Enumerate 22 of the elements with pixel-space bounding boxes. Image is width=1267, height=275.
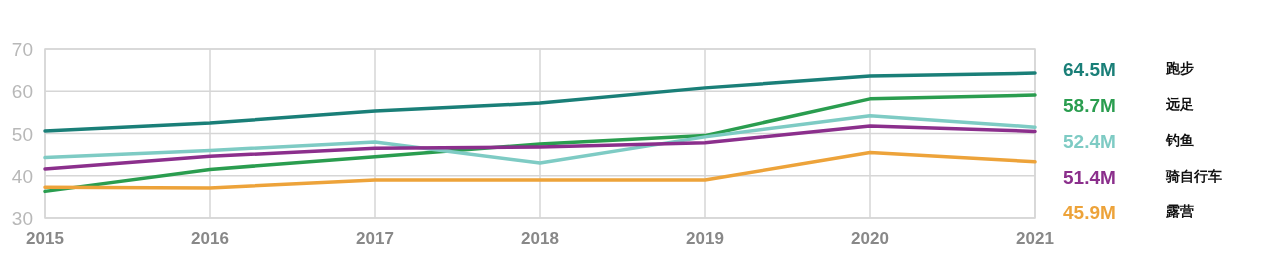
x-tick-label: 2019	[686, 229, 724, 248]
x-tick-label: 2015	[26, 229, 64, 248]
text: 45.9M	[1063, 202, 1116, 223]
text: 钓鱼	[1165, 132, 1194, 148]
y-tick-label: 70	[11, 39, 33, 60]
y-tick-label: 40	[11, 165, 33, 187]
y-tick-label: 60	[11, 81, 33, 103]
text: 跑步	[1165, 60, 1194, 76]
y-tick-label: 30	[11, 208, 33, 229]
text: 51.4M	[1063, 167, 1116, 188]
text: 64.5M	[1063, 59, 1116, 80]
text: 骑自行车	[1165, 168, 1222, 184]
x-tick-label: 2016	[191, 229, 229, 248]
text: 露营	[1165, 203, 1194, 219]
text: 52.4M	[1063, 131, 1116, 152]
text: 远足	[1165, 96, 1194, 112]
x-tick-label: 2018	[521, 229, 559, 248]
x-tick-label: 2017	[356, 229, 394, 248]
y-tick-label: 50	[11, 123, 33, 145]
x-tick-label: 2021	[1016, 229, 1054, 248]
text: 58.7M	[1063, 95, 1116, 116]
x-tick-label: 2020	[851, 229, 889, 248]
